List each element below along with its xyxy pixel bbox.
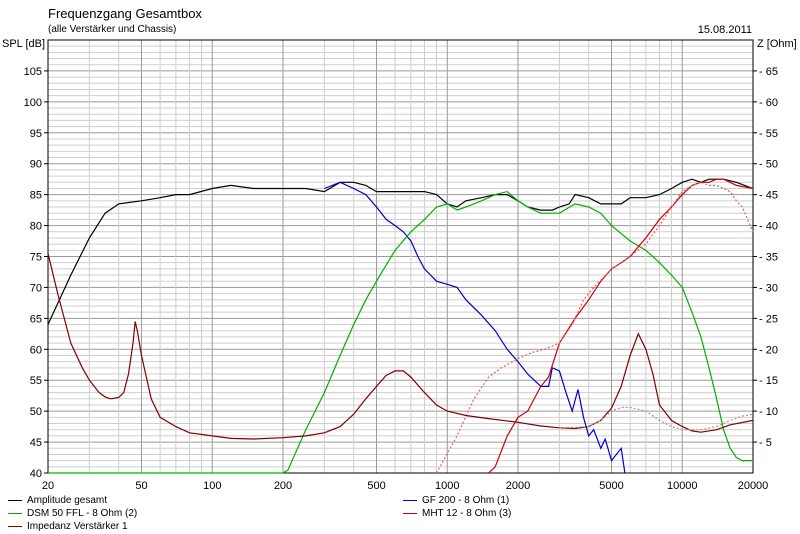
y-tick-label: 100 xyxy=(24,97,42,109)
chart-date: 15.08.2011 xyxy=(697,24,752,36)
y-tick-label: 70 xyxy=(30,282,42,294)
y2-tick-label: - 35 xyxy=(759,252,778,264)
legend-swatch xyxy=(8,513,22,514)
y-axis-label: SPL [dB] xyxy=(2,38,46,50)
y-tick-label: 105 xyxy=(24,66,42,78)
legend-swatch xyxy=(403,513,417,514)
y2-tick-label: - 50 xyxy=(759,159,778,171)
x-tick-label: 10000 xyxy=(667,480,698,492)
chart-grid xyxy=(47,39,754,474)
series-line xyxy=(47,178,754,325)
x-tick-label: 2000 xyxy=(506,480,530,492)
series-line xyxy=(47,253,754,440)
series-line xyxy=(559,406,754,431)
legend-label: GF 200 - 8 Ohm (1) xyxy=(422,495,510,506)
legend-item-impedanz: Impedanz Verstärker 1 xyxy=(8,521,128,532)
legend-swatch xyxy=(403,500,417,501)
series-line xyxy=(48,190,753,474)
y2-tick-label: - 30 xyxy=(759,282,778,294)
legend-label: Amplitude gesamt xyxy=(27,495,108,506)
y2-axis-label: Z [Ohm] xyxy=(757,38,797,50)
y2-tick-label: - 10 xyxy=(759,406,778,418)
x-tick-label: 20000 xyxy=(738,480,769,492)
y2-tick-label: - 65 xyxy=(759,66,778,78)
chart-subtitle: (alle Verstärker und Chassis) xyxy=(48,24,177,35)
x-tick-label: 100 xyxy=(203,480,221,492)
x-tick-label: 500 xyxy=(367,480,385,492)
chart-plot-area xyxy=(47,178,754,474)
legend-item-amplitude: Amplitude gesamt xyxy=(8,495,107,506)
y-tick-label: 85 xyxy=(30,190,42,202)
y-tick-label: 80 xyxy=(30,221,42,233)
series-line xyxy=(435,181,754,474)
chart-ticks: 40 45 50 55 60 65 70 75 80 85 90 95 100 105 - 5 - 10 - 1… xyxy=(24,66,778,492)
y2-tick-label: - 5 xyxy=(759,437,772,449)
y-tick-label: 60 xyxy=(30,344,42,356)
y-tick-label: 65 xyxy=(30,313,42,325)
y-tick-label: 55 xyxy=(30,375,42,387)
legend-item-gf200: GF 200 - 8 Ohm (1) xyxy=(403,495,509,506)
y-tick-label: 90 xyxy=(30,159,42,171)
series-line xyxy=(488,178,754,474)
legend-item-dsm50: DSM 50 FFL - 8 Ohm (2) xyxy=(8,508,137,519)
y-tick-label: 95 xyxy=(30,128,42,140)
x-tick-label: 1000 xyxy=(435,480,459,492)
y-tick-label: 75 xyxy=(30,252,42,264)
y2-tick-label: - 55 xyxy=(759,128,778,140)
y-tick-label: 40 xyxy=(30,468,42,480)
chart-title: Frequenzgang Gesamtbox xyxy=(48,6,202,21)
x-tick-label: 20 xyxy=(42,480,54,492)
legend-label: Impedanz Verstärker 1 xyxy=(27,521,128,532)
y2-tick-label: - 60 xyxy=(759,97,778,109)
legend-swatch xyxy=(8,500,22,501)
x-tick-label: 50 xyxy=(135,480,147,492)
y2-tick-label: - 15 xyxy=(759,375,778,387)
y2-tick-label: - 20 xyxy=(759,344,778,356)
y2-tick-label: - 40 xyxy=(759,221,778,233)
legend-swatch xyxy=(8,526,22,527)
series-line xyxy=(324,181,626,474)
y2-tick-label: - 25 xyxy=(759,313,778,325)
legend-label: MHT 12 - 8 Ohm (3) xyxy=(422,508,512,519)
y-tick-label: 50 xyxy=(30,406,42,418)
legend-label: DSM 50 FFL - 8 Ohm (2) xyxy=(27,508,138,519)
y2-tick-label: - 45 xyxy=(759,190,778,202)
x-tick-label: 200 xyxy=(274,480,292,492)
x-tick-label: 5000 xyxy=(599,480,623,492)
legend-item-mht12: MHT 12 - 8 Ohm (3) xyxy=(403,508,511,519)
y-tick-label: 45 xyxy=(30,437,42,449)
